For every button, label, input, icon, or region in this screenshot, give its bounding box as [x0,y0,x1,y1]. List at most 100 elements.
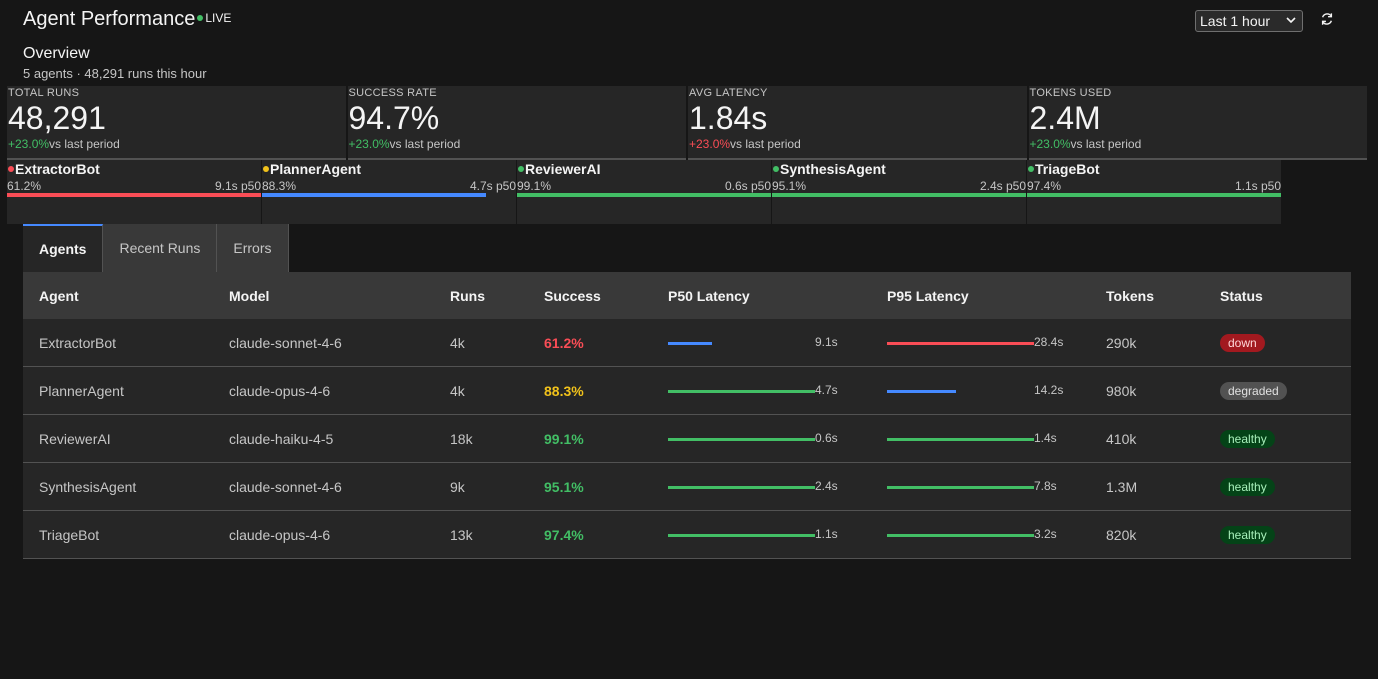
refresh-icon [1320,12,1334,31]
success-cell: 61.2% [544,334,584,351]
p95-latency-value: 7.8s [1034,479,1057,493]
status-cell: healthy [1220,477,1275,496]
column-header[interactable]: P50 Latency [668,287,750,304]
p95-latency-bar [887,438,1034,441]
p95-latency-bar [887,390,957,393]
agent-card-bar [7,193,261,197]
column-header[interactable]: Status [1220,287,1263,304]
agent-card-name-text: SynthesisAgent [780,161,886,177]
p50-latency-value: 0.6s [815,431,838,445]
p95-latency-bar [887,342,1034,345]
agent-card-extractorbot[interactable]: ExtractorBot 61.2% 9.1s p50 [7,160,261,224]
success-cell: 97.4% [544,526,584,543]
column-header[interactable]: P95 Latency [887,287,969,304]
p50-latency-value: 4.7s [815,383,838,397]
column-header[interactable]: Agent [39,287,79,304]
time-range-value: Last 1 hour [1200,13,1271,29]
tokens-cell: 410k [1106,430,1137,447]
status-cell: down [1220,333,1265,352]
agent-card-planneragent[interactable]: PlannerAgent 88.3% 4.7s p50 [262,160,516,224]
column-header[interactable]: Tokens [1106,287,1154,304]
status-cell: healthy [1220,429,1275,448]
p50-latency-cell: 9.1s [668,319,868,367]
agent-card-success: 88.3% [262,179,297,193]
status-dot-icon [1028,166,1034,172]
agent-card-name-text: PlannerAgent [270,161,362,177]
agent-card-success: 99.1% [517,179,552,193]
column-header[interactable]: Runs [450,287,485,304]
kpi-delta: +23.0% [689,137,731,151]
kpi-delta-suffix: vs last period [730,137,801,151]
agent-name-cell: SynthesisAgent [39,478,137,495]
status-dot-icon [263,166,269,172]
kpi-label: SUCCESS RATE [348,87,437,99]
kpi-delta-suffix: vs last period [389,137,461,151]
table-row[interactable]: PlannerAgent claude-opus-4-6 4k 88.3% 4.7s 14… [23,367,1351,415]
agent-card-synthesisagent[interactable]: SynthesisAgent 95.1% 2.4s p50 [772,160,1026,224]
column-header[interactable]: Model [229,287,270,304]
status-badge: healthy [1220,525,1275,544]
page-title: Agent Performance LIVE [23,8,231,31]
agent-card-reviewerai[interactable]: ReviewerAI 99.1% 0.6s p50 [517,160,771,224]
kpi-value: 2.4M [1029,100,1101,136]
agent-card-success: 95.1% [772,179,807,193]
kpi-value: 48,291 [8,100,106,136]
table-header: Agent Model Runs Success P50 Latency P95 Late… [23,272,1351,319]
kpi-label: TOKENS USED [1029,87,1112,99]
p50-latency-bar [668,342,713,345]
p95-latency-cell: 7.8s [887,463,1087,511]
agent-card-p50: 2.4s p50 [979,179,1026,193]
p95-latency-bar [887,486,1034,489]
agents-table: Agent Model Runs Success P50 Latency P95 Late… [23,272,1351,559]
agent-card-name: PlannerAgent [263,161,361,177]
p50-latency-bar [668,534,815,537]
agent-card-name-text: ReviewerAI [525,161,601,177]
tab-agents[interactable]: Agents [23,224,104,272]
table-row[interactable]: TriageBot claude-opus-4-6 13k 97.4% 1.1s 3.2s… [23,511,1351,559]
table-row[interactable]: SynthesisAgent claude-sonnet-4-6 9k 95.1% 2.… [23,463,1351,511]
p50-latency-bar [668,390,815,393]
status-badge: healthy [1220,429,1275,448]
p50-latency-bar [668,486,815,489]
page-title-text: Agent Performance [23,8,196,30]
kpi-trend: +23.0%vs last period [349,137,687,151]
kpi-card: TOTAL RUNS 48,291 +23.0%vs last period [7,86,346,160]
tab-recent-runs[interactable]: Recent Runs [103,224,218,272]
column-header[interactable]: Success [544,287,601,304]
status-dot-icon [773,166,779,172]
table-row[interactable]: ReviewerAI claude-haiku-4-5 18k 99.1% 0.6s 1.… [23,415,1351,463]
live-label: LIVE [205,11,232,25]
p95-latency-value: 14.2s [1034,383,1064,397]
kpi-card: AVG LATENCY 1.84s +23.0%vs last period [688,86,1027,160]
table-row[interactable]: ExtractorBot claude-sonnet-4-6 4k 61.2% 9.1s… [23,319,1351,367]
agent-card-bar [1027,193,1281,197]
agent-card-bar [517,193,771,197]
live-indicator: LIVE [197,11,231,25]
p50-latency-cell: 1.1s [668,511,868,559]
agent-card-bar [772,193,1026,197]
kpi-delta: +23.0% [348,137,390,151]
p50-latency-bar [668,438,815,441]
agent-card-name: TriageBot [1028,161,1100,177]
table-body: ExtractorBot claude-sonnet-4-6 4k 61.2% 9.1s… [23,319,1351,559]
agent-name-cell: PlannerAgent [39,382,124,399]
kpi-delta-suffix: vs last period [49,137,120,151]
success-cell: 95.1% [544,478,584,495]
agent-card-name: ExtractorBot [8,161,100,177]
p95-latency-value: 28.4s [1034,335,1064,349]
time-range-select[interactable]: Last 1 hour [1195,10,1303,32]
kpi-trend: +23.0%vs last period [1030,137,1368,151]
agent-card-triagebot[interactable]: TriageBot 97.4% 1.1s p50 [1027,160,1281,224]
tab-errors[interactable]: Errors [217,224,289,272]
runs-cell: 4k [450,334,465,351]
status-badge: degraded [1220,381,1287,400]
refresh-button[interactable] [1317,11,1337,31]
kpi-trend: +23.0%vs last period [689,137,1027,151]
agent-card-success: 97.4% [1027,179,1062,193]
p95-latency-bar [887,534,1034,537]
p95-latency-value: 1.4s [1034,431,1057,445]
agent-name-cell: ReviewerAI [39,430,111,447]
p95-latency-cell: 1.4s [887,415,1087,463]
kpi-delta: +23.0% [8,137,50,151]
kpi-value: 1.84s [689,100,768,136]
